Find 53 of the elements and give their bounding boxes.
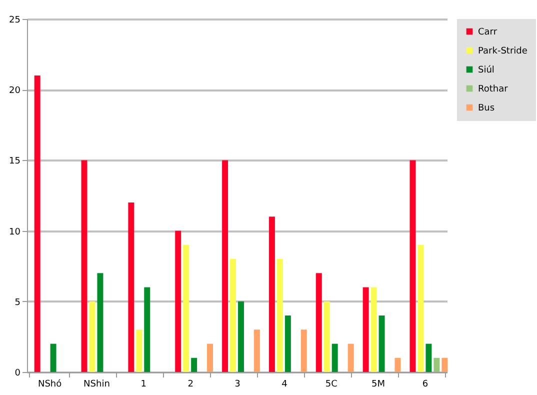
bar <box>300 330 307 372</box>
bar <box>426 344 432 372</box>
bar <box>183 244 190 372</box>
legend-label: Bus <box>478 104 495 114</box>
bar <box>378 316 385 372</box>
bar <box>362 287 369 372</box>
x-tick-label: 6 <box>422 380 428 390</box>
bar <box>50 344 56 372</box>
bar <box>332 344 338 372</box>
bar <box>418 244 424 372</box>
y-tick-label: 10 <box>9 227 21 238</box>
bar <box>207 344 214 372</box>
x-tick-label: 1 <box>140 380 147 390</box>
bar <box>394 358 401 372</box>
y-tick-label: 25 <box>9 16 20 26</box>
x-tick-label: 4 <box>282 380 288 390</box>
bar <box>128 202 134 372</box>
bar <box>222 160 228 372</box>
x-tick-label: 5M <box>372 380 386 390</box>
bar <box>442 358 448 372</box>
bar <box>324 301 330 372</box>
bar <box>34 75 40 372</box>
legend-label: Carr <box>478 28 498 38</box>
bar <box>348 344 354 372</box>
bar <box>254 330 260 372</box>
bar <box>370 287 377 372</box>
bar <box>81 160 88 372</box>
legend-label: Rothar <box>478 84 508 94</box>
bar <box>191 358 198 372</box>
x-tick-label: NShin <box>84 380 110 390</box>
x-tick-label: NShó <box>38 378 62 390</box>
y-tick-label: 15 <box>9 156 20 167</box>
x-tick-label: 3 <box>234 380 240 390</box>
bar <box>97 273 104 372</box>
x-tick-label: 2 <box>188 380 194 390</box>
x-tick-label: 5C <box>325 380 338 390</box>
bar <box>230 259 236 372</box>
legend-label: Park-Stride <box>478 46 528 56</box>
legend-label: Siúl <box>478 64 494 76</box>
y-tick-label: 0 <box>14 368 21 378</box>
bar <box>136 330 142 372</box>
bar <box>316 273 322 372</box>
y-tick-label: 20 <box>9 86 21 96</box>
bar <box>144 287 150 372</box>
y-tick-label: 5 <box>14 298 20 308</box>
bar <box>410 160 416 372</box>
bar <box>89 301 96 372</box>
bar <box>268 216 275 372</box>
bar <box>276 259 283 372</box>
bar <box>284 316 291 372</box>
bar <box>434 358 440 372</box>
bar <box>175 230 182 372</box>
bar <box>238 301 244 372</box>
